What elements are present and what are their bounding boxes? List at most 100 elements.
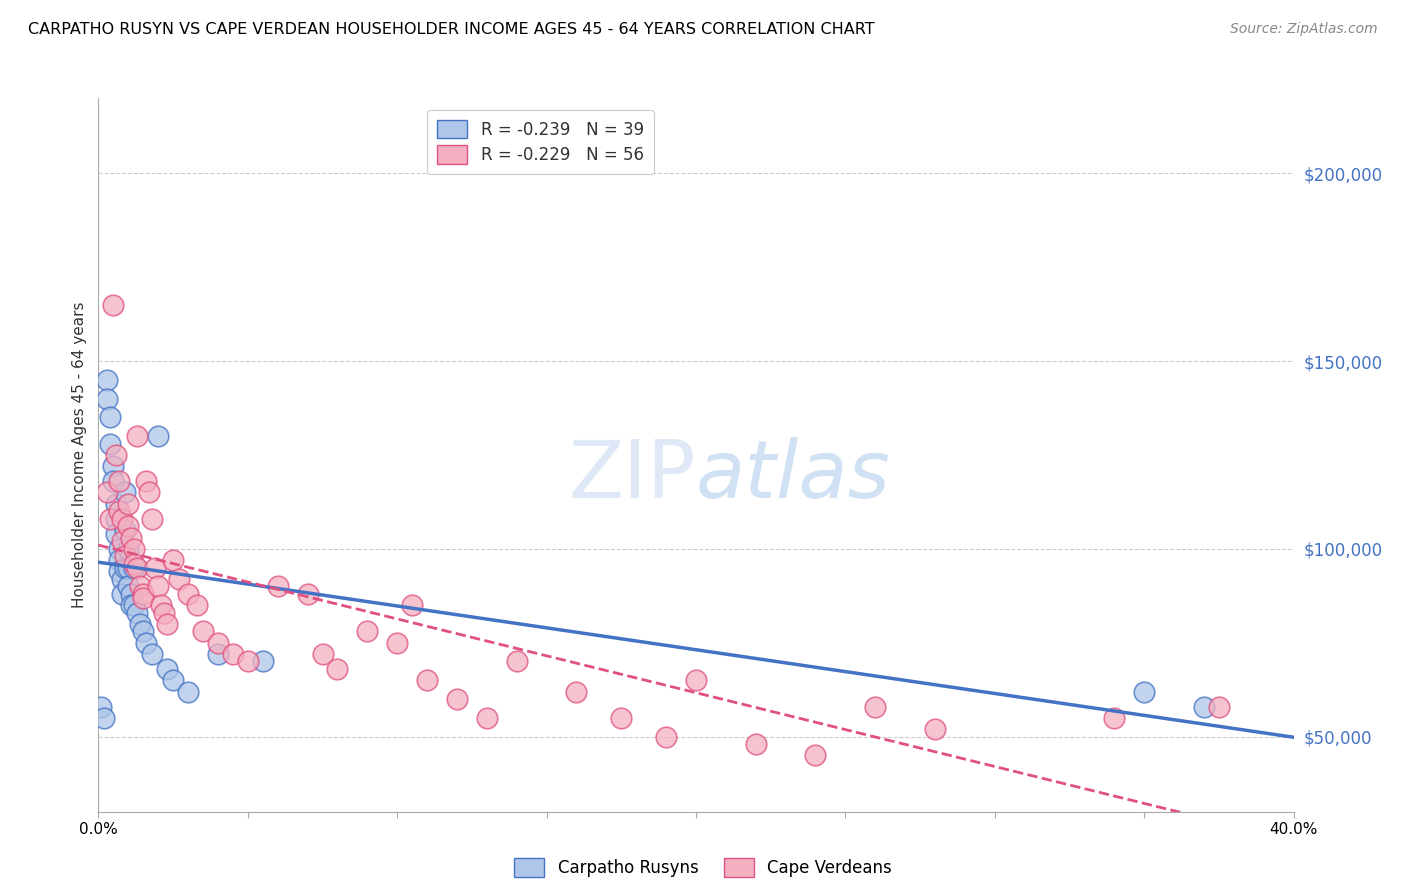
Legend: Carpatho Rusyns, Cape Verdeans: Carpatho Rusyns, Cape Verdeans [508,852,898,884]
Point [156,616,179,631]
Point [105,526,128,541]
Point [105,512,128,526]
Text: CARPATHO RUSYN VS CAPE VERDEAN HOUSEHOLDER INCOME AGES 45 - 64 YEARS CORRELATION: CARPATHO RUSYN VS CAPE VERDEAN HOUSEHOLD… [28,22,875,37]
Point [685,673,707,688]
Point [1104,711,1126,725]
Point [167,572,190,586]
Point [401,598,423,612]
Point [90,699,112,714]
Point [120,531,142,545]
Point [135,636,157,650]
Point [124,598,146,612]
Point [129,616,152,631]
Point [105,497,128,511]
Point [124,541,146,556]
Point [96,485,118,500]
Point [236,655,259,669]
Point [804,748,827,763]
Point [446,692,468,706]
Point [127,560,149,574]
Point [385,636,409,650]
Point [108,541,131,556]
Point [127,606,149,620]
Point [135,474,157,488]
Text: Source: ZipAtlas.com: Source: ZipAtlas.com [1230,22,1378,37]
Point [108,474,131,488]
Point [191,624,214,639]
Point [297,587,319,601]
Point [96,373,118,387]
Point [111,587,134,601]
Text: atlas: atlas [696,437,891,516]
Point [326,662,349,676]
Point [177,684,200,698]
Point [1133,684,1156,698]
Point [108,504,131,518]
Point [103,459,125,474]
Point [117,541,139,556]
Point [141,512,163,526]
Point [108,565,131,579]
Point [506,655,529,669]
Text: ZIP: ZIP [568,437,696,516]
Point [153,606,176,620]
Point [124,557,146,571]
Point [610,711,633,725]
Point [132,587,155,601]
Point [186,598,208,612]
Point [132,591,155,605]
Point [148,429,170,443]
Point [475,711,498,725]
Point [132,624,155,639]
Point [111,512,134,526]
Point [117,579,139,593]
Point [177,587,200,601]
Point [865,699,887,714]
Point [114,549,136,564]
Point [129,579,152,593]
Point [252,655,274,669]
Point [148,579,170,593]
Point [111,572,134,586]
Point [311,647,333,661]
Point [111,534,134,549]
Point [143,560,166,574]
Point [117,519,139,533]
Point [207,636,229,650]
Point [117,497,139,511]
Point [138,485,160,500]
Point [100,410,122,425]
Point [105,448,128,462]
Point [114,560,136,574]
Point [100,436,122,450]
Point [356,624,378,639]
Point [207,647,229,661]
Legend: R = -0.239   N = 39, R = -0.229   N = 56: R = -0.239 N = 39, R = -0.229 N = 56 [427,110,654,174]
Point [267,579,290,593]
Point [1192,699,1215,714]
Point [565,684,588,698]
Y-axis label: Householder Income Ages 45 - 64 years: Householder Income Ages 45 - 64 years [72,301,87,608]
Point [127,429,149,443]
Point [745,737,768,751]
Point [100,512,122,526]
Point [162,673,184,688]
Point [141,647,163,661]
Point [114,523,136,537]
Point [93,711,115,725]
Point [108,553,131,567]
Point [150,598,173,612]
Point [120,598,142,612]
Point [156,662,179,676]
Point [117,560,139,574]
Point [103,474,125,488]
Point [655,730,678,744]
Point [162,553,184,567]
Point [124,560,146,574]
Point [103,298,125,312]
Point [416,673,439,688]
Point [120,587,142,601]
Point [114,485,136,500]
Point [1208,699,1230,714]
Point [96,392,118,406]
